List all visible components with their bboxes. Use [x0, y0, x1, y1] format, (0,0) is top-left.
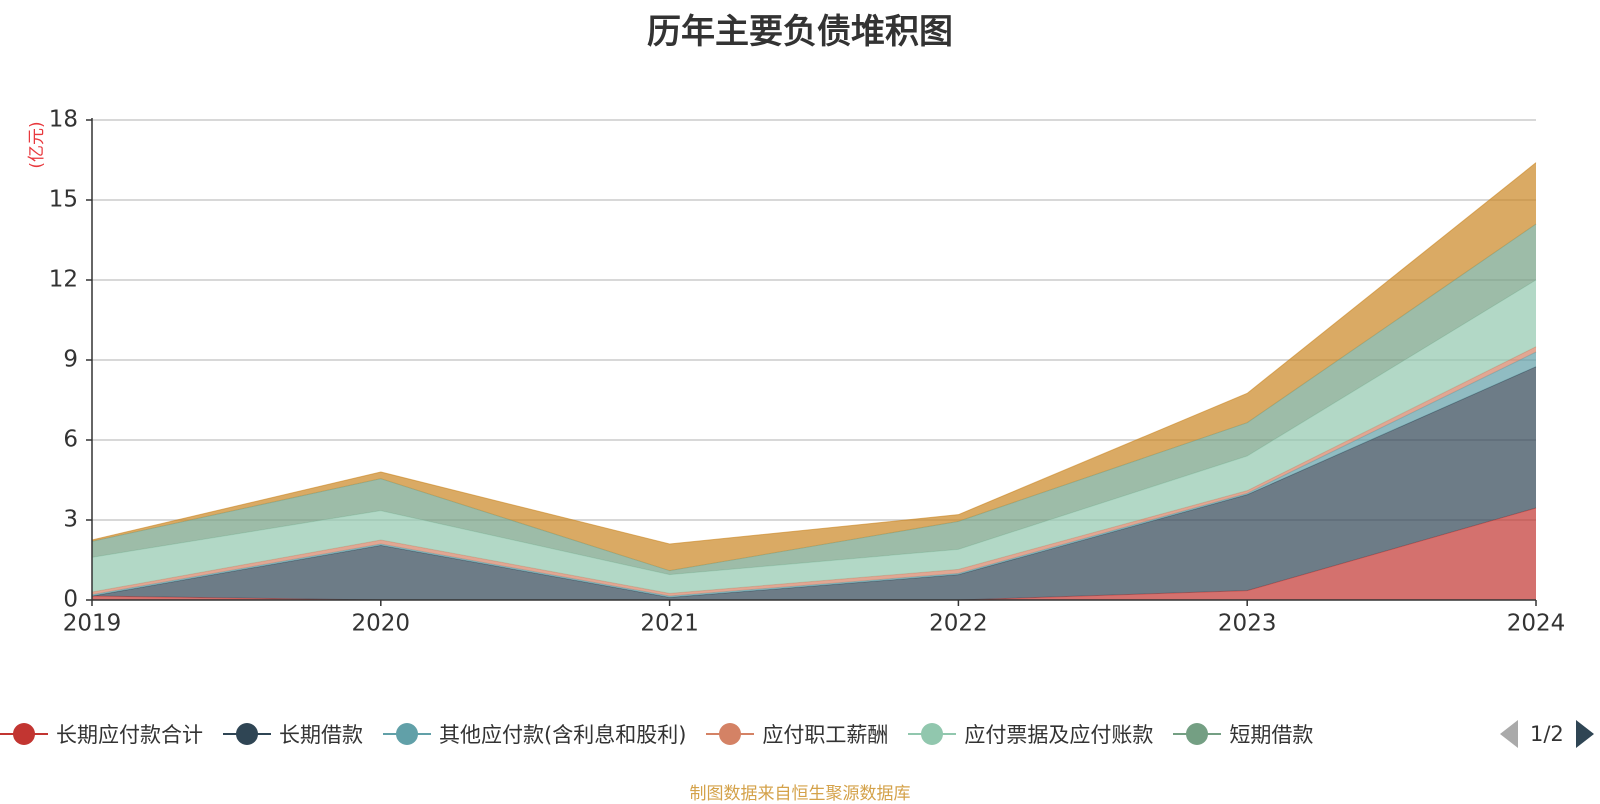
area-series-1 — [92, 366, 1536, 600]
y-tick-label: 3 — [63, 507, 78, 533]
x-tick-label: 2020 — [352, 611, 411, 637]
x-tick-label: 2024 — [1507, 611, 1566, 637]
legend-item[interactable]: 其他应付款(含利息和股利) — [383, 719, 686, 749]
legend-marker-icon — [706, 721, 755, 747]
legend-item[interactable]: 应付票据及应付账款 — [908, 719, 1153, 749]
area-series-4 — [92, 280, 1536, 594]
y-tick-label: 6 — [63, 427, 78, 453]
y-tick-label: 12 — [49, 267, 78, 293]
area-series — [91, 162, 1537, 601]
legend-label: 应付票据及应付账款 — [964, 723, 1154, 747]
x-tick-label: 2019 — [63, 611, 122, 637]
legend-item[interactable]: 长期应付款合计 — [0, 719, 203, 749]
legend-marker-icon — [223, 721, 271, 747]
legend-item[interactable]: 短期借款 — [1173, 719, 1313, 749]
legend-marker-icon — [0, 721, 48, 747]
data-source-note: 制图数据来自恒生聚源数据库 — [689, 784, 911, 804]
legend-label: 其他应付款(含利息和股利) — [439, 723, 687, 747]
x-tick-label: 2021 — [640, 611, 699, 637]
chart-title: 历年主要负债堆积图 — [647, 12, 953, 52]
legend-label: 短期借款 — [1229, 723, 1314, 747]
y-tick-label: 9 — [63, 347, 78, 373]
legend-item[interactable]: 长期借款 — [223, 719, 363, 749]
y-tick-label: 18 — [49, 107, 78, 133]
legend-marker-icon — [1173, 721, 1222, 747]
y-tick-label: 0 — [63, 587, 78, 613]
legend: 长期应付款合计 长期借款 其他应付款(含利息和股利) 应付职工薪酬 应付票据及应付账款 短… — [0, 716, 1333, 752]
legend-label: 应付职工薪酬 — [762, 723, 889, 747]
previous-page-arrow-icon[interactable] — [1500, 720, 1518, 748]
legend-marker-icon — [383, 721, 431, 747]
legend-label: 长期借款 — [279, 723, 363, 747]
x-tick-label: 2022 — [929, 611, 988, 637]
legend-item[interactable]: 应付职工薪酬 — [706, 719, 888, 749]
y-tick-label: 15 — [49, 187, 78, 213]
next-page-arrow-icon[interactable] — [1575, 720, 1594, 748]
legend-label: 长期应付款合计 — [56, 723, 203, 747]
legend-page-indicator: 1/2 — [1530, 722, 1564, 746]
series-line-6 — [91, 162, 1537, 545]
legend-pager: 1/2 — [1500, 716, 1594, 752]
area-series-0 — [92, 508, 1536, 600]
axes: 0 3 6 9 12 15 18 2019 2020 2021 2022 2023 2024 — [49, 107, 1566, 637]
y-axis-unit-label: (亿元) — [27, 121, 47, 168]
x-tick-label: 2023 — [1218, 611, 1277, 637]
legend-marker-icon — [908, 721, 957, 747]
